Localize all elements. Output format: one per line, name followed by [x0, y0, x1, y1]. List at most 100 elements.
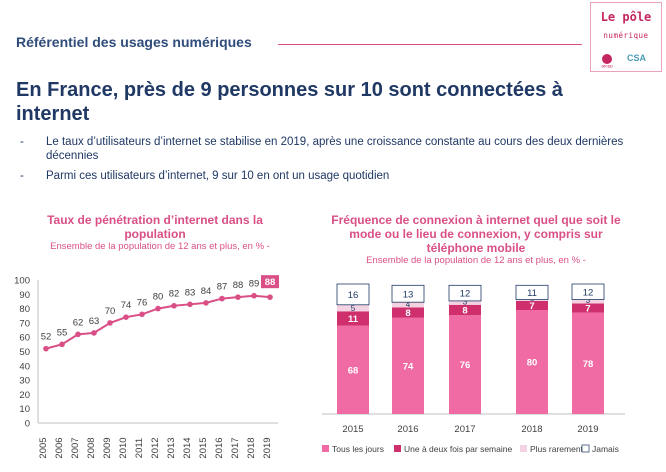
data-point [235, 294, 241, 300]
legend-label: Tous les jours [332, 444, 384, 454]
bar-value-label: 76 [460, 360, 471, 371]
bar-value-label: 7 [529, 301, 534, 312]
data-point [187, 301, 193, 308]
legend-label: Une à deux fois par semaine [404, 444, 512, 454]
x-tick-label: 2019 [262, 437, 273, 458]
y-tick-label: 20 [19, 390, 30, 401]
header-title: Référentiel des usages numériques [16, 34, 252, 50]
bar-segment [337, 325, 369, 414]
data-point [59, 341, 65, 348]
bar-segment [572, 312, 604, 414]
legend-swatch [394, 445, 401, 452]
stacked-bar-chart: 6811516201574841320167683122017807111201… [322, 283, 625, 454]
bar-value-label: 11 [348, 314, 359, 325]
y-tick-label: 40 [19, 361, 30, 372]
data-point [251, 292, 257, 299]
arcep-label: arcep [601, 64, 613, 69]
bar-segment [572, 303, 604, 313]
bar-chart-subtitle: Ensemble de la population de 12 ans et p… [366, 255, 586, 266]
data-point [203, 300, 209, 306]
data-label: 88 [265, 277, 276, 288]
bar-value-label: 8 [462, 306, 467, 317]
legend-label: Jamais [592, 444, 619, 454]
data-label: 80 [153, 292, 164, 303]
bar-value-label: 13 [403, 289, 414, 300]
line-chart-subtitle: Ensemble de la population de 12 ans et p… [50, 241, 270, 252]
y-tick-label: 80 [19, 304, 30, 315]
data-label: 83 [185, 287, 196, 298]
bar-value-label: 16 [348, 290, 359, 301]
bar-value-label: 12 [583, 287, 594, 298]
bar-segment [336, 283, 370, 306]
bar-segment [516, 299, 548, 301]
legend-swatch [581, 444, 590, 453]
bar-value-label: 80 [527, 358, 538, 369]
x-tick-label: 2018 [246, 437, 257, 458]
data-label: 88 [233, 280, 244, 291]
y-tick-label: 30 [19, 376, 30, 387]
x-tick-label: 2007 [70, 437, 81, 458]
x-tick-label: 2015 [198, 437, 209, 458]
legend-swatch [520, 445, 527, 452]
data-point [91, 330, 97, 336]
data-point [171, 302, 177, 309]
bar-segment [449, 315, 481, 414]
x-tick-label: 2016 [214, 437, 225, 458]
bar-segment [337, 304, 369, 312]
bar-value-label: 11 [527, 288, 537, 299]
bullet-text: Parmi ces utilisateurs d’internet, 9 sur… [46, 170, 390, 182]
highlight-box [261, 275, 279, 289]
y-tick-label: 0 [25, 419, 30, 430]
bullet-item: - Parmi ces utilisateurs d’internet, 9 su… [20, 170, 390, 182]
line-chart: 0 10 20 30 40 50 60 70 80 90 100 2005 2006 2007 2008 20… [14, 275, 279, 459]
bar-value-label: 74 [403, 361, 414, 372]
data-point [43, 345, 49, 352]
bullet-list: - Le taux d’utilisateurs d’internet se st… [16, 135, 636, 189]
x-tick-label: 2013 [166, 437, 177, 458]
x-tick-label: 2006 [54, 437, 65, 458]
bar-value-label: 68 [348, 365, 359, 376]
bar-value-label: 4 [406, 300, 411, 309]
arcep-logo-icon: arcep [601, 54, 613, 69]
x-tick-label: 2017 [454, 424, 475, 435]
bar-segment [392, 302, 424, 308]
bar-segment [515, 284, 549, 301]
data-label: 76 [137, 297, 148, 308]
line-chart-title: Taux de pénétration d’internet dans la p… [47, 213, 263, 241]
bar-segment [572, 299, 604, 304]
data-label: 70 [105, 306, 116, 317]
data-point [75, 331, 81, 338]
x-tick-label: 2009 [102, 437, 113, 458]
bar-segment [449, 300, 481, 305]
legend-label: Plus rarement [530, 444, 584, 454]
header-rule [278, 44, 582, 45]
bar-value-label: 8 [405, 308, 410, 319]
data-point [139, 311, 145, 318]
bar-value-label: 3 [463, 297, 468, 306]
x-tick-label: 2016 [397, 424, 418, 435]
bar-value-label: 7 [585, 304, 590, 315]
x-tick-label: 2010 [118, 437, 129, 458]
x-tick-label: 2005 [38, 437, 49, 458]
data-label: 87 [217, 282, 228, 293]
bar-segment [516, 300, 548, 310]
data-label: 82 [169, 289, 180, 300]
x-tick-label: 2008 [86, 437, 97, 458]
bar-segment [392, 307, 424, 318]
data-label: 63 [89, 316, 100, 327]
bullet-item: - Le taux d’utilisateurs d’internet se st… [20, 136, 624, 162]
x-tick-label: 2018 [521, 424, 542, 435]
x-tick-label: 2014 [182, 437, 193, 458]
y-tick-label: 90 [19, 290, 30, 301]
page-title: En France, près de 9 personnes sur 10 so… [16, 79, 563, 125]
data-label: 62 [73, 317, 84, 328]
data-label: 52 [41, 332, 52, 343]
bar-segment [337, 311, 369, 326]
data-point [267, 294, 273, 300]
data-point [123, 314, 129, 320]
bar-value-label: 78 [583, 359, 594, 370]
x-tick-label: 2011 [134, 438, 145, 458]
data-label: 55 [57, 327, 68, 338]
bar-segment [391, 284, 425, 303]
bar-chart-title: Fréquence de connexion à internet quel q… [331, 213, 621, 255]
